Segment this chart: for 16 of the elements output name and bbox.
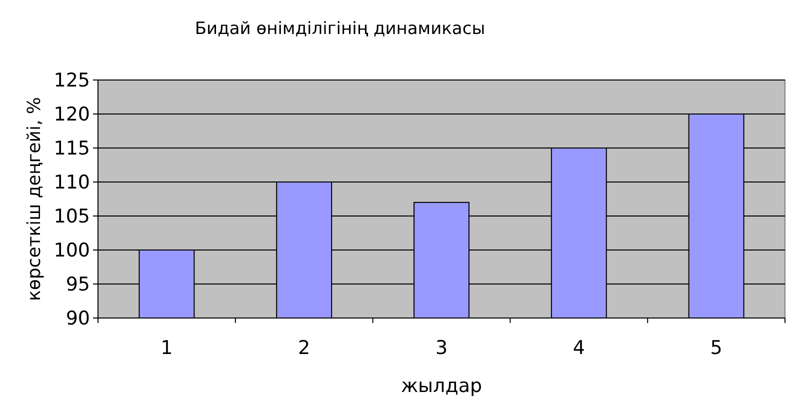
x-tick-label: 2 bbox=[298, 337, 310, 359]
x-axis-title: жылдар bbox=[400, 375, 482, 397]
x-tick-label: 1 bbox=[160, 337, 173, 359]
y-tick-label: 125 bbox=[54, 70, 90, 92]
y-tick-label: 90 bbox=[66, 308, 90, 330]
y-tick-label: 120 bbox=[54, 104, 90, 126]
y-tick-label: 105 bbox=[54, 206, 90, 228]
x-tick-label: 3 bbox=[435, 337, 448, 359]
chart-title: Бидай өнімділігінің динамикасы bbox=[194, 19, 486, 39]
y-tick-label: 100 bbox=[54, 240, 90, 262]
y-tick-label: 110 bbox=[54, 172, 90, 194]
y-tick-label: 95 bbox=[66, 274, 90, 296]
x-tick-label: 4 bbox=[572, 337, 585, 359]
x-tick-label: 5 bbox=[710, 337, 722, 359]
y-tick-label: 115 bbox=[54, 138, 90, 160]
y-axis-title: көрсеткіш деңгейі, % bbox=[24, 96, 45, 302]
